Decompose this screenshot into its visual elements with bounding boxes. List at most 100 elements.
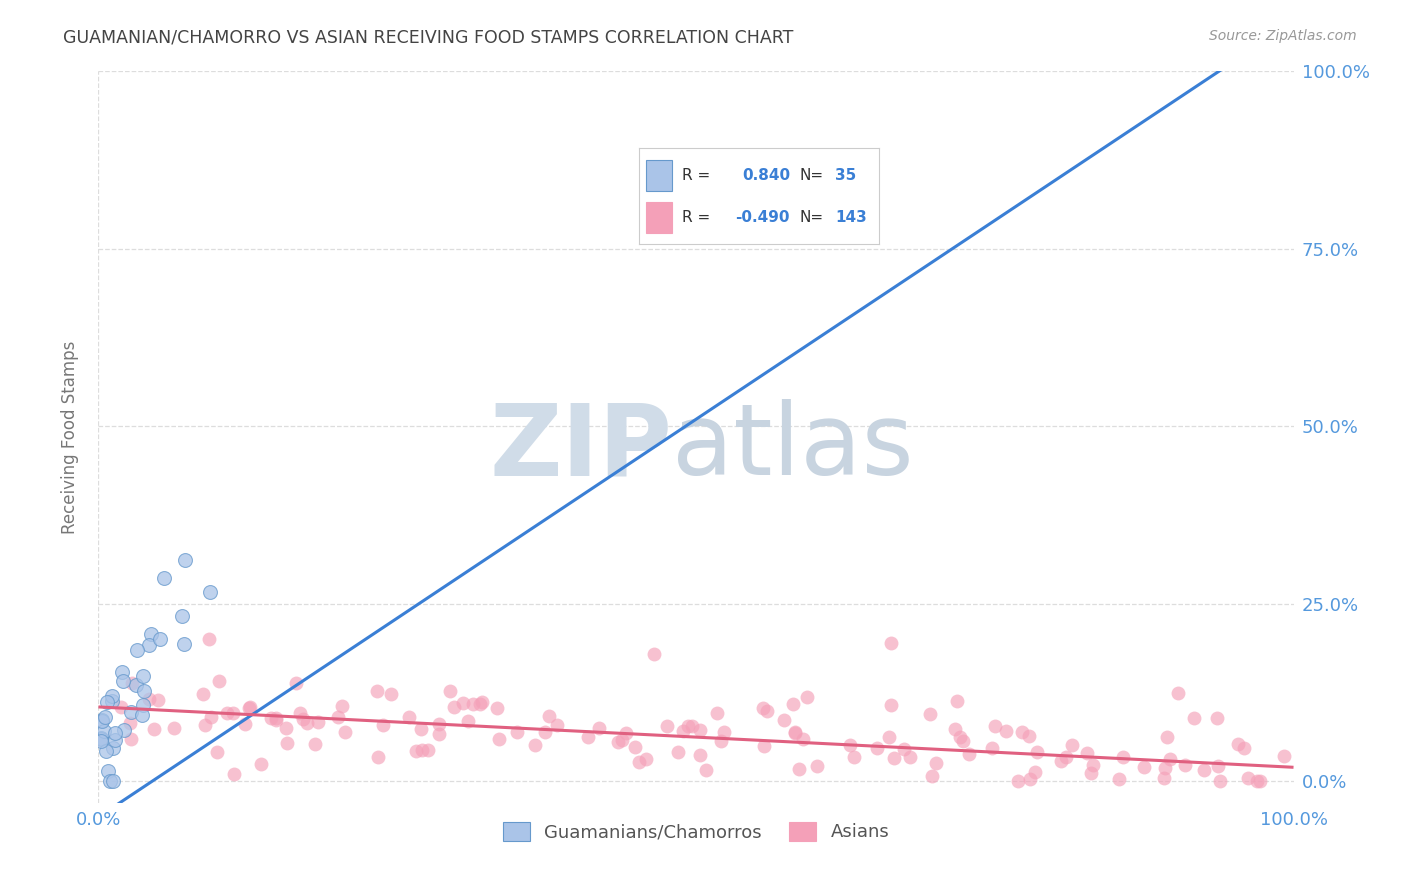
Text: 0.840: 0.840 [742, 168, 790, 183]
Point [898, 749, 921, 764]
Point [773, 713, 796, 727]
Point [191, 687, 214, 701]
Point [439, 684, 461, 698]
Point [627, 755, 650, 769]
Point [943, 722, 966, 736]
Legend: Guamanians/Chamorros, Asians: Guamanians/Chamorros, Asians [495, 814, 897, 848]
Point [1076, 746, 1098, 760]
Point [636, 752, 658, 766]
Point [239, 700, 262, 714]
Point [451, 696, 474, 710]
Point [546, 718, 568, 732]
Point [120, 705, 142, 719]
Point [1054, 749, 1077, 764]
Point [1274, 749, 1296, 764]
Point [782, 697, 804, 711]
Point [409, 722, 432, 736]
Point [468, 698, 491, 712]
Point [706, 706, 728, 720]
Point [534, 725, 557, 739]
Point [110, 700, 132, 714]
Point [470, 695, 492, 709]
Point [427, 727, 450, 741]
Point [288, 706, 311, 721]
Point [233, 717, 256, 731]
Point [957, 747, 980, 761]
Point [1206, 711, 1229, 725]
Point [880, 636, 903, 650]
Point [276, 736, 298, 750]
Point [785, 726, 807, 740]
Point [125, 678, 148, 692]
Point [142, 722, 165, 736]
Point [918, 706, 941, 721]
Point [754, 739, 776, 753]
Point [842, 750, 865, 764]
Point [326, 710, 349, 724]
Point [1112, 749, 1135, 764]
Point [94, 710, 117, 724]
Point [104, 732, 127, 747]
Point [576, 731, 599, 745]
Point [250, 757, 273, 772]
Point [111, 674, 134, 689]
Point [1208, 774, 1230, 789]
Point [98, 774, 121, 789]
Point [457, 714, 479, 729]
Point [1233, 740, 1256, 755]
Point [371, 718, 394, 732]
Point [1018, 729, 1040, 743]
Point [1024, 764, 1046, 779]
Point [217, 706, 239, 720]
Point [101, 694, 124, 708]
Point [1153, 761, 1175, 775]
Point [485, 701, 508, 715]
Point [90, 714, 112, 728]
Point [163, 721, 186, 735]
Point [1226, 737, 1249, 751]
Point [411, 743, 433, 757]
Point [138, 638, 160, 652]
Point [1049, 755, 1071, 769]
Point [127, 643, 149, 657]
Point [506, 725, 529, 739]
Text: R =: R = [682, 210, 716, 225]
Point [537, 709, 560, 723]
Point [304, 737, 326, 751]
Text: N=: N= [800, 210, 824, 225]
Point [221, 706, 243, 721]
Point [1153, 771, 1175, 785]
Point [208, 674, 231, 689]
Point [153, 571, 176, 585]
Point [643, 647, 665, 661]
Point [90, 713, 112, 727]
Text: 35: 35 [835, 168, 856, 183]
Point [877, 730, 900, 744]
Text: Source: ZipAtlas.com: Source: ZipAtlas.com [1209, 29, 1357, 43]
Text: -0.490: -0.490 [735, 210, 789, 225]
Point [1133, 759, 1156, 773]
Bar [645, 160, 672, 191]
Point [676, 719, 699, 733]
Point [173, 637, 195, 651]
Point [205, 746, 228, 760]
Point [380, 687, 402, 701]
Point [197, 632, 219, 647]
Point [880, 698, 903, 713]
Bar [645, 202, 672, 233]
Point [132, 684, 155, 698]
Point [149, 632, 172, 646]
Point [333, 724, 356, 739]
Point [90, 732, 112, 747]
Point [1174, 758, 1197, 772]
Point [1249, 774, 1271, 789]
Point [146, 693, 169, 707]
Point [463, 698, 485, 712]
Point [367, 750, 389, 764]
Point [1182, 711, 1205, 725]
Point [416, 743, 439, 757]
Point [946, 694, 969, 708]
Point [624, 739, 647, 754]
Point [120, 732, 142, 747]
Point [104, 726, 127, 740]
